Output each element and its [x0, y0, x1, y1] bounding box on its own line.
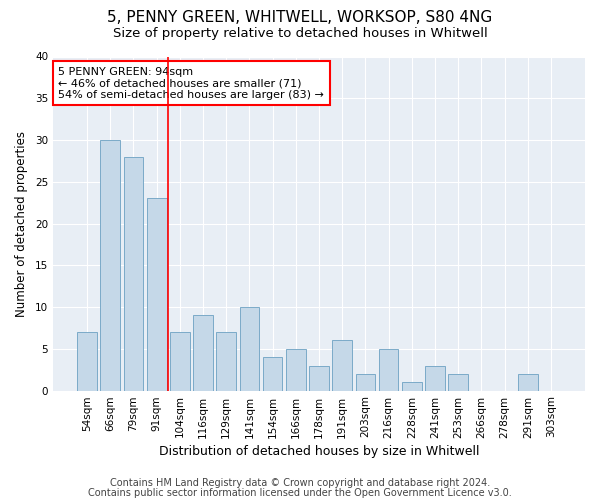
- Bar: [356, 374, 375, 390]
- Bar: [286, 349, 305, 391]
- Bar: [309, 366, 329, 390]
- Bar: [263, 357, 283, 390]
- Bar: [217, 332, 236, 390]
- Bar: [402, 382, 422, 390]
- Bar: [77, 332, 97, 390]
- Bar: [379, 349, 398, 391]
- Bar: [170, 332, 190, 390]
- Bar: [518, 374, 538, 390]
- Text: Contains HM Land Registry data © Crown copyright and database right 2024.: Contains HM Land Registry data © Crown c…: [110, 478, 490, 488]
- X-axis label: Distribution of detached houses by size in Whitwell: Distribution of detached houses by size …: [159, 444, 479, 458]
- Text: Size of property relative to detached houses in Whitwell: Size of property relative to detached ho…: [113, 28, 487, 40]
- Bar: [332, 340, 352, 390]
- Bar: [239, 307, 259, 390]
- Bar: [448, 374, 468, 390]
- Bar: [100, 140, 120, 390]
- Bar: [147, 198, 167, 390]
- Text: Contains public sector information licensed under the Open Government Licence v3: Contains public sector information licen…: [88, 488, 512, 498]
- Text: 5 PENNY GREEN: 94sqm
← 46% of detached houses are smaller (71)
54% of semi-detac: 5 PENNY GREEN: 94sqm ← 46% of detached h…: [58, 66, 324, 100]
- Y-axis label: Number of detached properties: Number of detached properties: [15, 130, 28, 316]
- Bar: [425, 366, 445, 390]
- Bar: [193, 316, 213, 390]
- Text: 5, PENNY GREEN, WHITWELL, WORKSOP, S80 4NG: 5, PENNY GREEN, WHITWELL, WORKSOP, S80 4…: [107, 10, 493, 25]
- Bar: [124, 156, 143, 390]
